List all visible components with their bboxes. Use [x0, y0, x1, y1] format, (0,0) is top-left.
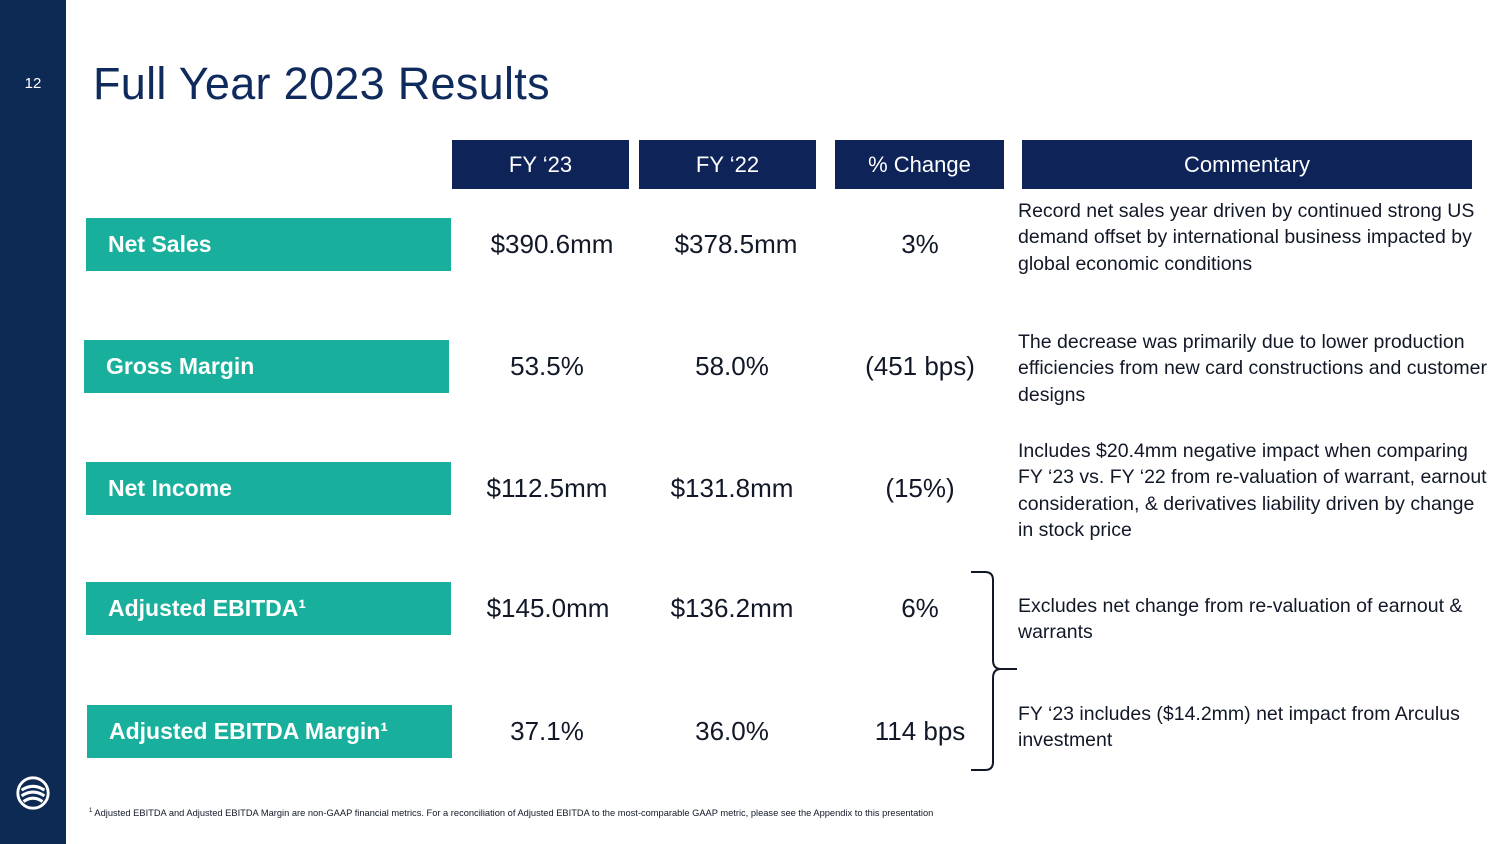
- adjusted-ebitda-margin-change: 114 bps: [874, 716, 966, 746]
- adjusted-ebitda-fy22: $136.2mm: [670, 593, 794, 623]
- row-label-gross-margin: Gross Margin: [84, 340, 449, 393]
- column-header-commentary: Commentary: [1022, 140, 1472, 189]
- right-brace-icon: [971, 571, 1017, 771]
- adjusted-ebitda-margin-fy23: 37.1%: [510, 716, 584, 746]
- gross-margin-fy23: 53.5%: [510, 351, 584, 381]
- footnote-marker: 1: [89, 808, 93, 814]
- company-logo-icon: [16, 776, 50, 810]
- adjusted-ebitda-change: 6%: [901, 593, 939, 623]
- sidebar: 12: [0, 0, 66, 844]
- adjusted-ebitda-commentary: Excludes net change from re-valuation of…: [1018, 595, 1463, 644]
- adjusted-ebitda-fy23: $145.0mm: [486, 593, 610, 623]
- net-income-fy23: $112.5mm: [486, 473, 608, 503]
- row-label-adjusted-ebitda: Adjusted EBITDA¹: [86, 582, 451, 635]
- gross-margin-change: (451 bps): [865, 351, 975, 381]
- page-number: 12: [24, 75, 42, 92]
- net-sales-commentary: Record net sales year driven by continue…: [1018, 200, 1475, 275]
- adjusted-ebitda-margin-fy22: 36.0%: [695, 716, 769, 746]
- net-income-commentary: Includes $20.4mm negative impact when co…: [1018, 440, 1487, 541]
- net-income-fy22: $131.8mm: [670, 473, 794, 503]
- column-header-change: % Change: [835, 140, 1004, 189]
- row-label-adjusted-ebitda-margin: Adjusted EBITDA Margin¹: [87, 705, 452, 758]
- footnote-text: Adjusted EBITDA and Adjusted EBITDA Marg…: [94, 808, 934, 819]
- net-sales-fy23: $390.6mm: [490, 229, 614, 259]
- net-income-change: (15%): [885, 473, 955, 503]
- gross-margin-commentary: The decrease was primarily due to lower …: [1018, 331, 1487, 406]
- row-label-net-sales: Net Sales: [86, 218, 451, 271]
- column-header-fy23: FY ‘23: [452, 140, 629, 189]
- page-title: Full Year 2023 Results: [93, 58, 550, 109]
- row-label-net-income: Net Income: [86, 462, 451, 515]
- footnote: 1 Adjusted EBITDA and Adjusted EBITDA Ma…: [89, 808, 933, 818]
- net-sales-change: 3%: [901, 229, 939, 259]
- column-header-fy22: FY ‘22: [639, 140, 816, 189]
- gross-margin-fy22: 58.0%: [695, 351, 769, 381]
- net-sales-fy22: $378.5mm: [674, 229, 798, 259]
- adjusted-ebitda-margin-commentary: FY ‘23 includes ($14.2mm) net impact fro…: [1018, 703, 1460, 752]
